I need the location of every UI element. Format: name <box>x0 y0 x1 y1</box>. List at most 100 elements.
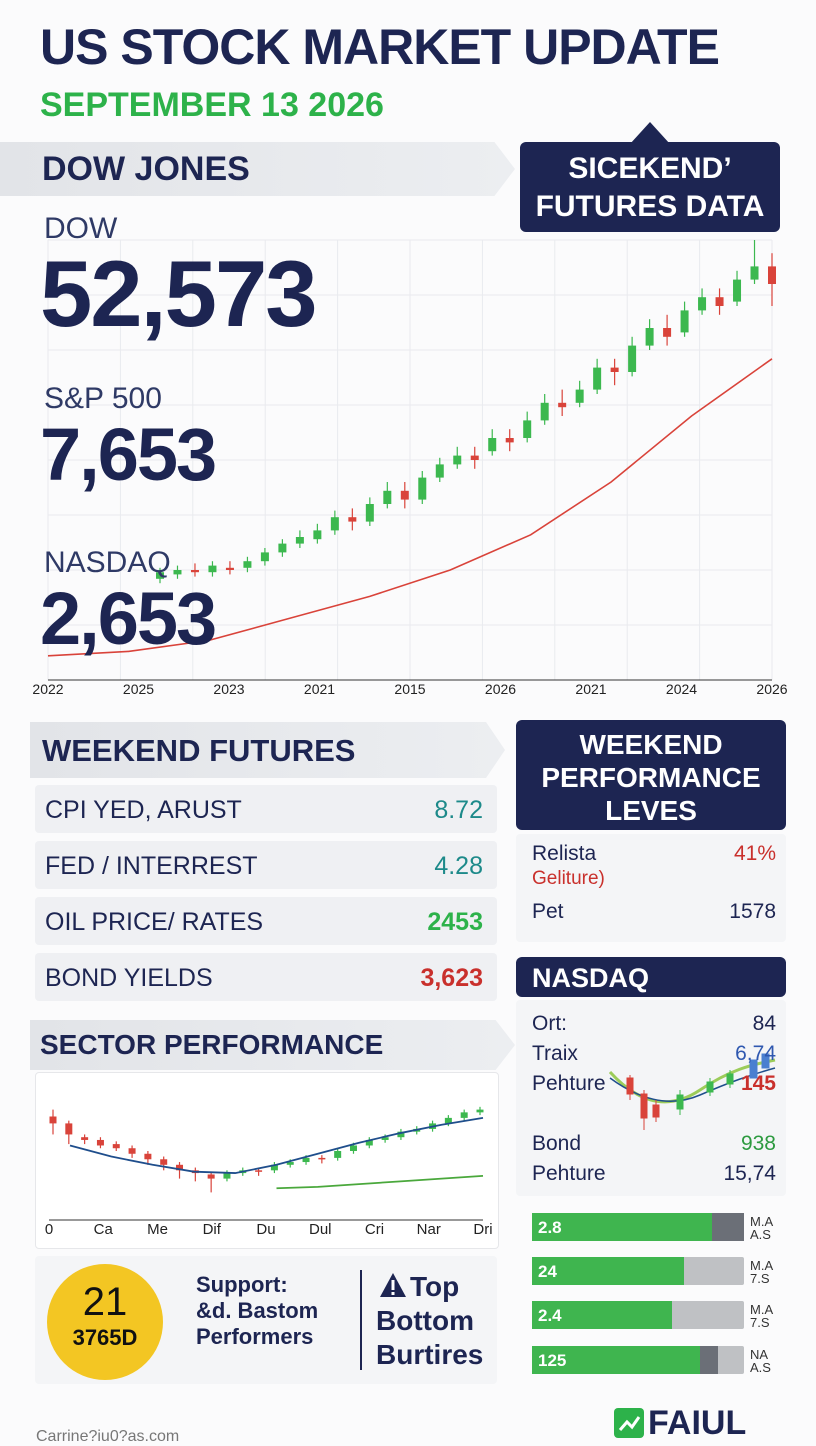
index-label: DOW <box>44 212 118 245</box>
candle-body <box>733 279 742 302</box>
row-label: BOND YIELDS <box>45 964 213 992</box>
badge-code: 3765D <box>72 1325 138 1350</box>
tag-line: 7.S <box>750 1271 770 1286</box>
row-value: 4.28 <box>434 852 483 880</box>
candle-body <box>470 455 479 460</box>
candle-body <box>593 367 602 390</box>
candle-body <box>488 438 497 452</box>
candle-body <box>768 266 776 284</box>
index-value: 2,653 <box>40 577 217 660</box>
callout: SICEKEND’ FUTURES DATA <box>520 142 780 232</box>
bar-label: 24 <box>538 1262 557 1281</box>
candle-body <box>476 1109 484 1113</box>
x-tick-label: 2023 <box>213 681 244 697</box>
index-value: 7,653 <box>40 413 217 496</box>
candle-body <box>365 1139 373 1146</box>
x-tick-label: 2021 <box>575 681 606 697</box>
bar-label: 125 <box>538 1351 567 1370</box>
x-tick-label: 2026 <box>756 681 787 697</box>
row-label: FED / INTERREST <box>45 852 258 880</box>
x-tick-label: 2024 <box>666 681 697 697</box>
candle-body <box>383 490 392 504</box>
row-value: 145 <box>740 1072 776 1095</box>
divider <box>360 1270 362 1370</box>
candle-body <box>173 570 182 575</box>
bar-tag: NA A.S <box>750 1348 771 1374</box>
callout-line: SICEKEND’ <box>568 152 732 185</box>
nasdaq-heading: NASDAQ <box>516 957 786 997</box>
candle-body <box>575 389 584 403</box>
candle-body <box>302 1157 310 1163</box>
candle-body <box>286 1162 294 1165</box>
x-tick-label: 2021 <box>304 681 335 697</box>
row-value: 938 <box>740 1132 776 1155</box>
heading-line: PERFORMANCE <box>541 762 761 793</box>
bar: 2.8 <box>532 1213 744 1241</box>
candle-body <box>295 537 304 544</box>
callout-line: FUTURES DATA <box>535 190 765 223</box>
callout-pointer <box>630 122 670 144</box>
candle-body <box>523 420 532 438</box>
candle-body <box>223 1173 231 1179</box>
candle-body <box>698 297 707 311</box>
bar-tag: M.A A.S <box>750 1215 773 1241</box>
candle-body <box>156 572 164 579</box>
candle-body <box>255 1170 263 1172</box>
candle-body <box>400 490 409 500</box>
footer-site: Carrine?iu0?as.com <box>36 1428 180 1445</box>
candle-body <box>645 328 654 346</box>
candle-body <box>208 565 217 573</box>
text-line: Top <box>410 1271 460 1302</box>
text-line: Bottom <box>376 1305 474 1336</box>
sector-chart: 0 Ca Me Dif Du Dul Cri Nar Dri <box>45 1106 493 1238</box>
candle-body <box>207 1174 215 1179</box>
index-label: NASDAQ <box>44 546 171 579</box>
candle-body <box>128 1148 136 1154</box>
candle-body <box>381 1137 389 1140</box>
futures-row: BOND YIELDS 3,623 <box>35 953 497 1001</box>
candle-body <box>313 530 322 540</box>
candle-body <box>330 517 339 531</box>
tag-line: 7.S <box>750 1315 770 1330</box>
candle-body <box>144 1153 152 1160</box>
x-tick-label: 2025 <box>123 681 154 697</box>
row-label: Relista <box>532 842 597 865</box>
row-value: 84 <box>752 1012 776 1035</box>
candle-body <box>112 1144 120 1149</box>
candle-body <box>540 402 549 421</box>
text-line: Burtires <box>376 1339 484 1370</box>
badge-number: 21 <box>82 1280 128 1324</box>
candle-body <box>680 310 689 333</box>
row-label: OIL PRICE/ RATES <box>45 908 264 936</box>
x-tick-label: Du <box>256 1221 275 1238</box>
heading-line: LEVES <box>605 795 697 826</box>
trend-line <box>69 1116 484 1174</box>
performance-panel <box>516 834 786 942</box>
tag-line: A.S <box>750 1360 771 1375</box>
index-label: S&P 500 <box>44 382 162 415</box>
trend-line <box>276 1174 484 1190</box>
futures-row: CPI YED, ARUST 8.72 <box>35 785 497 833</box>
candle-body <box>225 567 234 570</box>
footer-logo: FAIUL <box>648 1404 747 1442</box>
candle-body <box>334 1151 342 1158</box>
candle-body <box>558 402 567 408</box>
x-tick-label: 0 <box>45 1221 53 1238</box>
x-tick-label: Dif <box>203 1221 222 1238</box>
date: SEPTEMBER 13 2026 <box>40 86 384 124</box>
row-label: Pet <box>532 900 564 923</box>
candle-body <box>270 1164 278 1171</box>
bar: 2.4 <box>532 1301 744 1329</box>
heading-band <box>30 722 505 778</box>
row-label: Pehture <box>532 1072 606 1095</box>
row-value: 15,74 <box>723 1162 776 1185</box>
tag-line: A.S <box>750 1227 771 1242</box>
row-label: Bond <box>532 1132 582 1155</box>
candle-body <box>190 570 199 573</box>
candle-body <box>505 438 514 443</box>
candle-body <box>278 543 287 553</box>
text-line: &d. Bastom <box>196 1298 319 1323</box>
candle-body <box>397 1131 405 1138</box>
candle-body <box>715 297 724 306</box>
